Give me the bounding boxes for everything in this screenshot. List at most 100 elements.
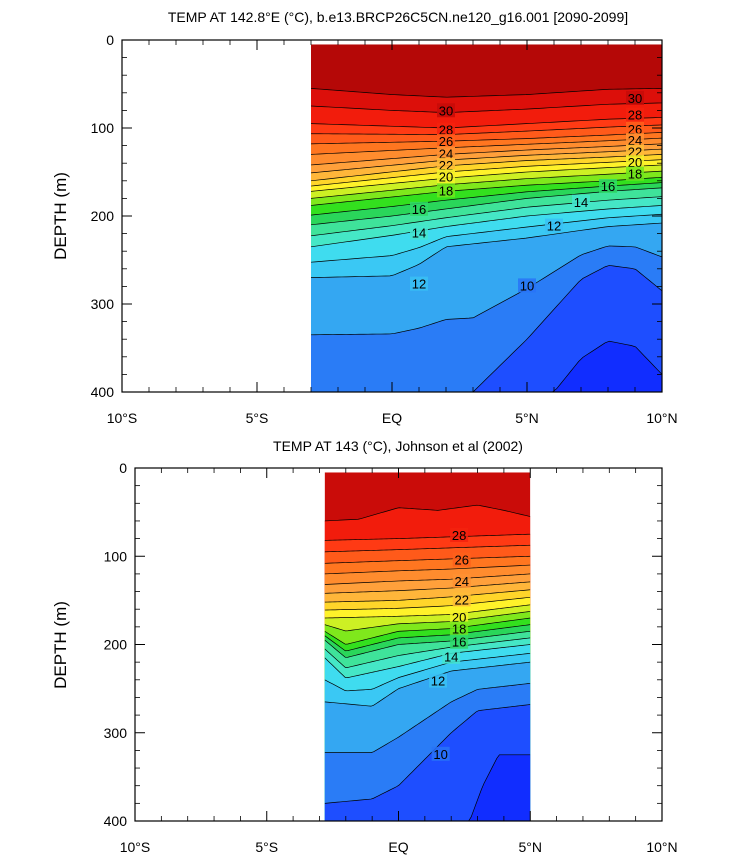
isotherm-28 <box>311 117 662 129</box>
contour-label-26: 26 <box>439 134 453 149</box>
isotherm-29 <box>311 102 662 113</box>
x-tick-label: 5°N <box>515 410 539 426</box>
contour-label-bg <box>437 157 455 172</box>
contour-label-bg <box>437 122 455 137</box>
y-axis-label: DEPTH (m) <box>51 601 70 689</box>
x-tick-label: 10°S <box>107 410 138 426</box>
contour-label-20: 20 <box>452 610 466 625</box>
isotherm-22 <box>324 589 531 603</box>
isotherm-14 <box>324 644 531 678</box>
x-tick-label: 5°N <box>519 839 543 855</box>
contour-label-bg <box>452 552 471 567</box>
contour-label-bg <box>437 103 455 118</box>
isotherm-18 <box>324 617 531 645</box>
panel-title: TEMP AT 143 (°C), Johnson et al (2002) <box>273 438 523 454</box>
contour-label-bg <box>437 169 455 184</box>
contour-label-bg <box>450 527 469 542</box>
isotherm-19 <box>311 170 662 199</box>
contour-label-18: 18 <box>439 183 453 198</box>
x-tick-label: 5°S <box>255 839 278 855</box>
contour-label-20: 20 <box>439 169 453 184</box>
isotherm-25 <box>311 137 662 155</box>
contour-label-bg <box>626 90 644 105</box>
contour-label-18: 18 <box>628 167 642 182</box>
contour-label-30: 30 <box>628 91 642 106</box>
isotherm-26 <box>324 555 531 564</box>
contour-label-10: 10 <box>520 278 534 293</box>
isotherm-27 <box>311 124 662 135</box>
contour-label-24: 24 <box>628 133 642 148</box>
contour-label-bg <box>410 201 428 216</box>
isotherm-20 <box>311 164 662 192</box>
contour-label-bg <box>442 649 461 664</box>
y-tick-label: 200 <box>91 208 115 224</box>
isotherm-15 <box>311 196 662 237</box>
contour-label-bg <box>626 144 644 159</box>
isotherm-9 <box>324 754 531 821</box>
contour-label-bg <box>437 183 455 198</box>
contour-label-16: 16 <box>412 202 426 217</box>
x-tick-label: 10°N <box>646 410 677 426</box>
contour-label-26: 26 <box>455 553 469 568</box>
contour-label-bg <box>437 146 455 161</box>
y-tick-label: 200 <box>104 637 128 653</box>
isotherm-13 <box>311 213 662 263</box>
isotherm-26 <box>311 132 662 145</box>
isotherm-28 <box>324 533 531 541</box>
isotherm-27 <box>324 544 531 553</box>
x-tick-label: 10°S <box>120 839 151 855</box>
isotherm-12 <box>311 222 662 278</box>
contour-label-20: 20 <box>628 155 642 170</box>
contour-label-bg <box>626 155 644 170</box>
temperature-field <box>324 472 531 821</box>
contour-label-28: 28 <box>452 528 466 543</box>
contour-label-12: 12 <box>431 674 445 689</box>
isotherm-25 <box>324 564 531 575</box>
temp-band-9 <box>324 704 531 821</box>
contour-label-bg <box>450 634 469 649</box>
contour-label-16: 16 <box>452 635 466 650</box>
contour-label-bg <box>429 673 448 688</box>
isotherm-21 <box>324 596 531 611</box>
isotherm-24 <box>324 573 531 585</box>
contour-label-12: 12 <box>547 219 561 234</box>
isotherm-17 <box>324 624 531 652</box>
isotherm-13 <box>324 652 531 692</box>
contour-label-bg <box>626 121 644 136</box>
contour-label-24: 24 <box>455 574 469 589</box>
contour-label-22: 22 <box>455 592 469 607</box>
y-axis-label: DEPTH (m) <box>51 172 70 260</box>
isotherm-16 <box>324 630 531 658</box>
isotherm-21 <box>311 159 662 187</box>
contour-label-bg <box>626 166 644 181</box>
contour-label-bg <box>452 592 471 607</box>
isotherm-15 <box>324 637 531 668</box>
isotherm-11 <box>311 245 662 336</box>
isotherm-23 <box>324 581 531 594</box>
contour-label-bg <box>431 746 450 761</box>
contour-label-bg <box>450 610 469 625</box>
contour-label-18: 18 <box>452 621 466 636</box>
panel-observed-temperature: TEMP AT 143 (°C), Johnson et al (2002) D… <box>51 438 678 855</box>
contour-label-bg <box>626 107 644 122</box>
y-tick-label: 300 <box>91 296 115 312</box>
x-tick-label: EQ <box>388 839 408 855</box>
y-tick-label: 400 <box>104 813 128 829</box>
y-tick-label: 100 <box>91 120 115 136</box>
contour-label-bg <box>410 225 428 240</box>
x-tick-label: 10°N <box>646 839 677 855</box>
contour-label-14: 14 <box>444 650 458 665</box>
isotherm-14 <box>311 205 662 248</box>
contour-label-bg <box>626 133 644 148</box>
contour-label-14: 14 <box>412 226 426 241</box>
contour-label-16: 16 <box>601 179 615 194</box>
panel-model-temperature: TEMP AT 142.8°E (°C), b.e13.BRCP26C5CN.n… <box>51 9 678 426</box>
contour-label-bg <box>437 134 455 149</box>
contour-label-bg <box>452 573 471 588</box>
contour-label-bg <box>545 218 563 233</box>
isotherm-20 <box>324 604 531 619</box>
temperature-field <box>311 44 662 393</box>
y-tick-label: 400 <box>91 384 115 400</box>
panel-title: TEMP AT 142.8°E (°C), b.e13.BRCP26C5CN.n… <box>168 9 628 25</box>
